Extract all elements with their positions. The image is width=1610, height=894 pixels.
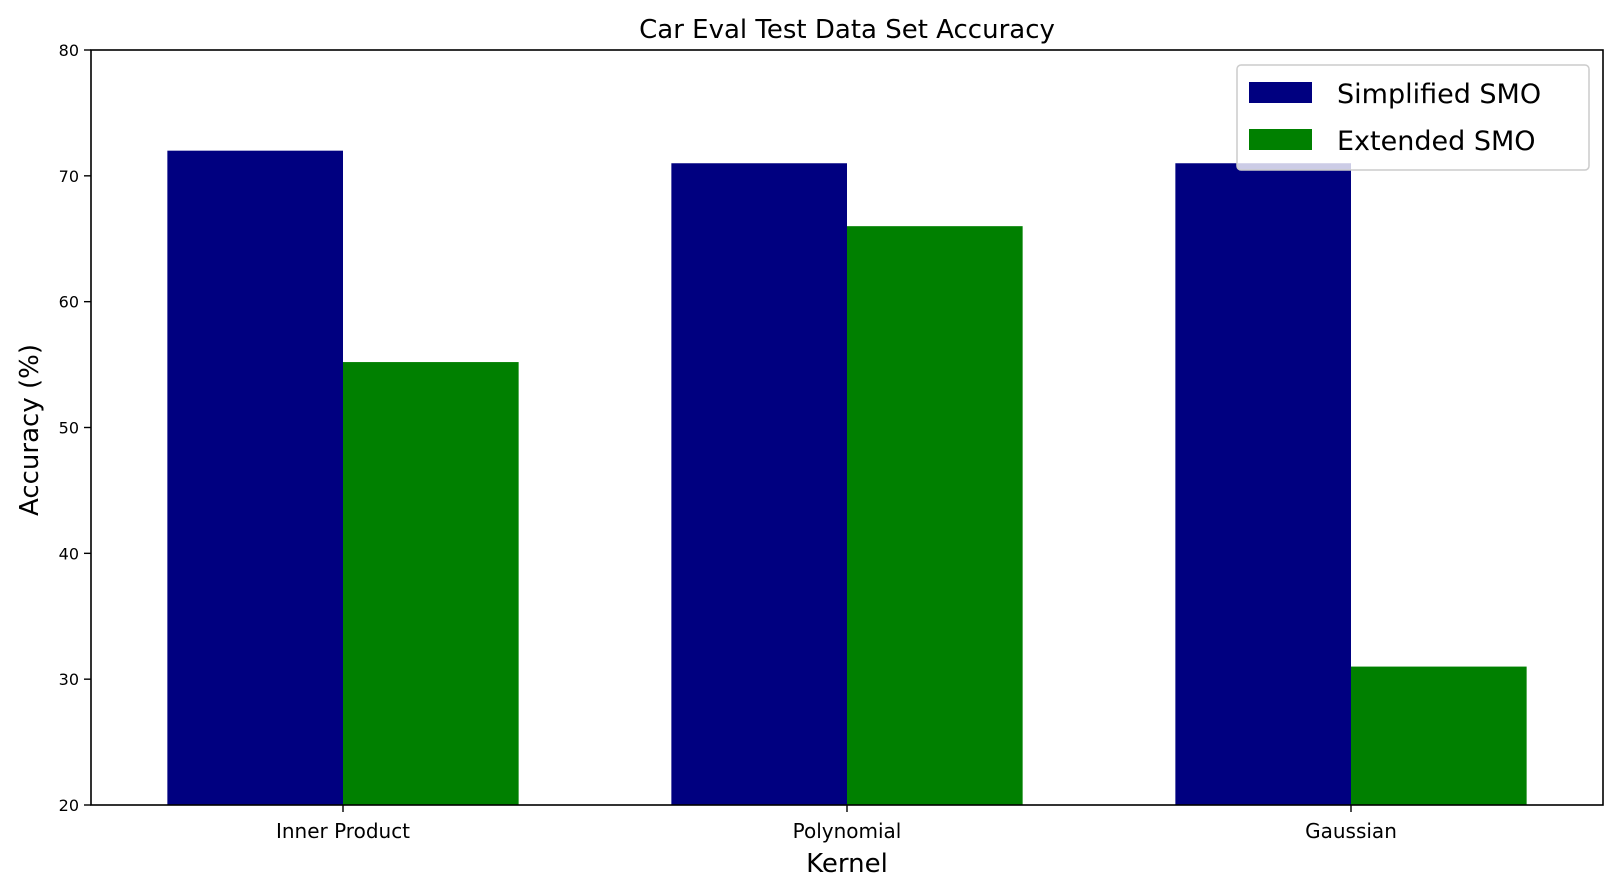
y-axis-label: Accuracy (%) [15,344,45,516]
bar-extended-smo-inner-product [343,362,519,805]
legend-label-simplified-smo: Simplified SMO [1337,79,1541,110]
y-tick-label: 80 [59,41,79,60]
y-axis: 20 30 40 50 60 70 80 [59,41,91,815]
bar-extended-smo-gaussian [1351,666,1527,805]
x-tick-label-polynomial: Polynomial [793,819,902,843]
legend-swatch-simplified-smo [1249,82,1312,103]
legend-label-extended-smo: Extended SMO [1337,126,1536,157]
x-axis: Inner Product Polynomial Gaussian [276,805,1397,843]
x-axis-label: Kernel [806,849,888,879]
bar-simplified-smo-gaussian [1175,163,1351,805]
y-tick-label: 30 [59,670,79,689]
x-tick-label-inner-product: Inner Product [276,819,410,843]
y-tick-label: 40 [59,544,79,563]
legend-swatch-extended-smo [1249,129,1312,150]
y-tick-label: 70 [59,167,79,186]
y-tick-label: 20 [59,796,79,815]
bars-group [167,150,1527,806]
bar-extended-smo-polynomial [847,226,1023,806]
y-tick-label: 60 [59,293,79,312]
x-tick-label-gaussian: Gaussian [1305,819,1397,843]
legend-frame [1236,64,1590,171]
chart-title: Car Eval Test Data Set Accuracy [639,15,1055,45]
bar-simplified-smo-inner-product [167,150,343,806]
bar-simplified-smo-polynomial [671,163,847,805]
legend: Simplified SMO Extended SMO [1236,64,1590,171]
y-tick-label: 50 [59,419,79,438]
